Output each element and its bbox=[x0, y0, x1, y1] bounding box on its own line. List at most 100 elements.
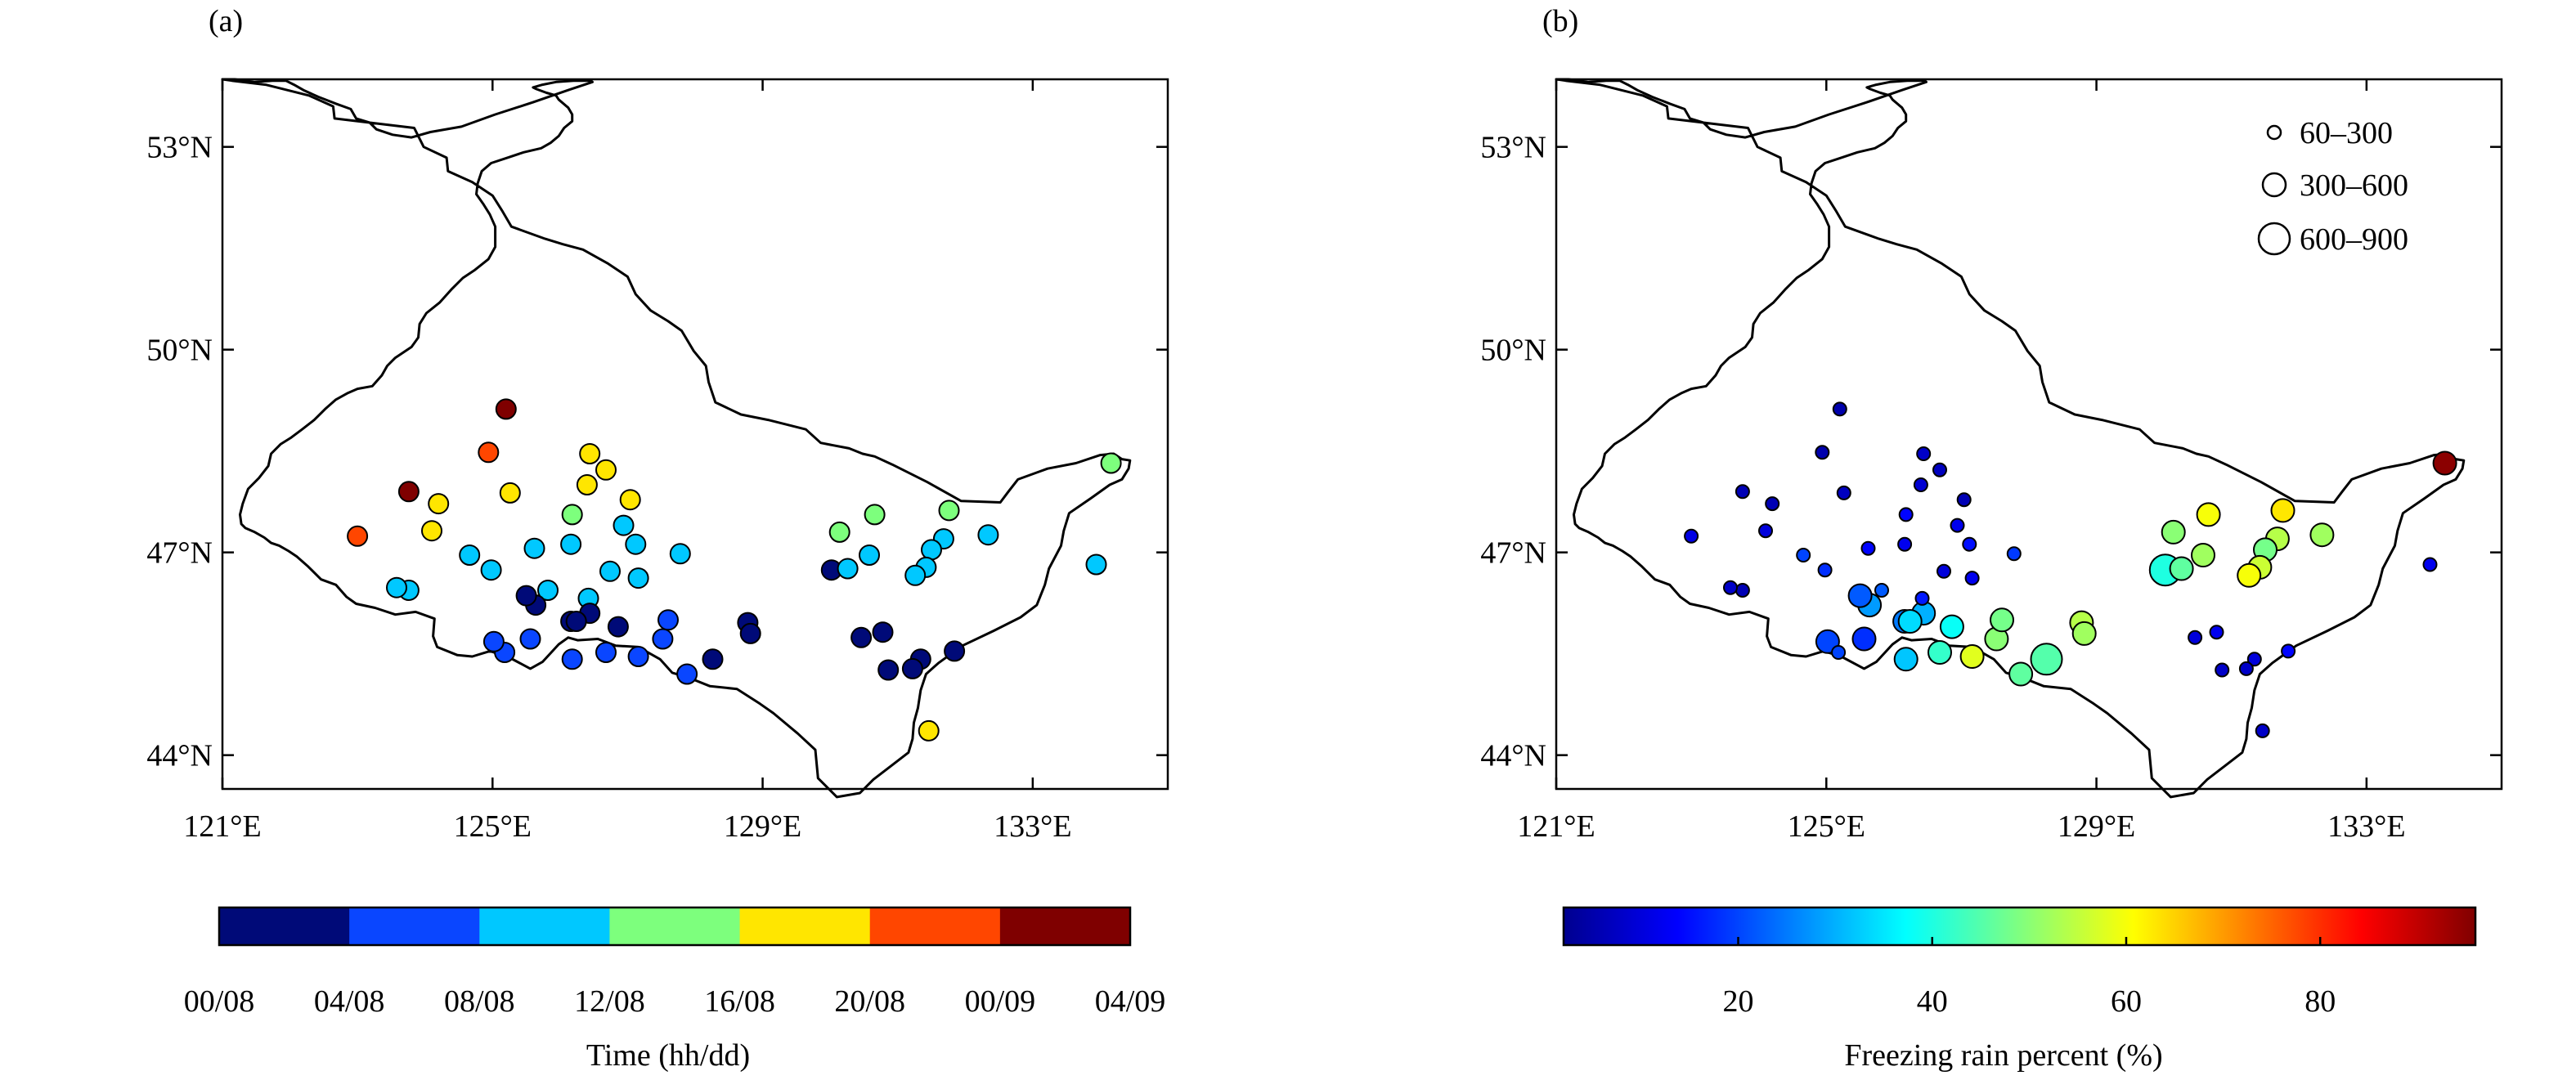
colorbar-a-tick-label: 12/08 bbox=[574, 984, 645, 1019]
station-marker bbox=[515, 585, 537, 607]
station-marker bbox=[1936, 563, 1951, 579]
panel-a-colorbar: 00/08 04/08 08/08 12/08 16/08 20/08 00/09 04/09 bbox=[184, 906, 1165, 1019]
colorbar-b-tick-label: 60 bbox=[2111, 984, 2142, 1019]
station-marker bbox=[864, 504, 886, 526]
station-marker bbox=[850, 626, 873, 648]
station-marker bbox=[2246, 652, 2262, 667]
colorbar-b-frame bbox=[1562, 906, 2477, 947]
size-legend-circle bbox=[2257, 222, 2291, 256]
panel-b-colorbar-title: Freezing rain percent (%) bbox=[1844, 1038, 2162, 1073]
station-marker bbox=[938, 500, 960, 522]
station-marker bbox=[1100, 452, 1122, 474]
region-border-line bbox=[221, 78, 1132, 799]
station-marker bbox=[1847, 583, 1873, 608]
station-marker bbox=[1962, 536, 1977, 552]
lon-tick-label: 129°E bbox=[724, 809, 801, 844]
size-legend-label: 300–600 bbox=[2300, 168, 2408, 203]
station-marker bbox=[2196, 502, 2221, 527]
panel-b-colorbar: 20 40 60 80 bbox=[1562, 906, 2477, 1019]
panel-a-axis-ticks: 121°E 125°E 129°E 133°E 44°N 47°N 50°N 53°N bbox=[146, 79, 1168, 844]
lon-tick-label: 125°E bbox=[454, 809, 532, 844]
colorbar-a-swatch bbox=[349, 907, 480, 945]
station-marker bbox=[877, 659, 900, 681]
station-marker bbox=[2237, 562, 2262, 588]
station-marker bbox=[1959, 644, 1985, 669]
station-marker bbox=[652, 628, 674, 650]
station-marker bbox=[2188, 630, 2203, 645]
station-marker bbox=[579, 443, 601, 464]
panel-a-frame bbox=[221, 78, 1169, 791]
station-marker bbox=[669, 543, 691, 565]
colorbar-a-swatch bbox=[869, 907, 1001, 945]
station-marker bbox=[347, 525, 369, 547]
station-marker bbox=[1939, 614, 1964, 639]
colorbar-a-tick-label: 08/08 bbox=[444, 984, 515, 1019]
lon-tick-label: 133°E bbox=[2327, 809, 2405, 844]
station-marker bbox=[837, 558, 859, 580]
station-marker bbox=[2432, 450, 2457, 476]
station-marker bbox=[595, 642, 617, 663]
station-marker bbox=[676, 663, 698, 685]
station-marker bbox=[702, 648, 724, 670]
station-marker bbox=[2281, 643, 2296, 659]
station-marker bbox=[1735, 484, 1750, 500]
station-marker bbox=[428, 493, 450, 515]
size-legend-label: 60–300 bbox=[2300, 116, 2393, 150]
lat-tick-label: 44°N bbox=[146, 739, 213, 773]
size-legend-circle bbox=[2266, 124, 2282, 141]
station-marker bbox=[2215, 662, 2230, 678]
station-marker bbox=[561, 648, 583, 670]
station-marker bbox=[1898, 507, 1914, 522]
lat-tick-label: 47°N bbox=[1480, 536, 1546, 571]
station-marker bbox=[1684, 528, 1699, 544]
station-marker bbox=[1897, 536, 1913, 552]
station-marker bbox=[2270, 498, 2296, 523]
station-marker bbox=[901, 657, 923, 679]
station-marker bbox=[386, 576, 407, 598]
panel-b-axis-ticks: 121°E 125°E 129°E 133°E 44°N 47°N 50°N 53°N bbox=[1480, 79, 2502, 844]
station-marker bbox=[1950, 518, 1965, 533]
panel-a-region-border bbox=[221, 78, 1132, 799]
station-marker bbox=[599, 560, 621, 582]
station-marker bbox=[2071, 621, 2097, 646]
colorbar-a-swatch bbox=[219, 907, 350, 945]
station-marker bbox=[482, 630, 505, 652]
station-marker bbox=[537, 580, 559, 601]
station-marker bbox=[1956, 492, 1972, 508]
colorbar-b-tick-label: 20 bbox=[1723, 984, 1754, 1019]
colorbar-a-frame bbox=[218, 906, 1132, 947]
panel-b-region-border bbox=[1555, 78, 2466, 799]
panel-a-label: (a) bbox=[209, 4, 243, 38]
station-marker bbox=[421, 520, 442, 542]
station-marker bbox=[1913, 477, 1928, 492]
colorbar-b-tick-label: 80 bbox=[2304, 984, 2336, 1019]
station-marker bbox=[918, 719, 940, 742]
size-legend-label: 600–900 bbox=[2300, 222, 2408, 257]
colorbar-a-tick-label: 20/08 bbox=[834, 984, 905, 1019]
colorbar-a-tick-label: 16/08 bbox=[704, 984, 775, 1019]
station-marker bbox=[1765, 496, 1780, 512]
station-marker bbox=[523, 537, 545, 559]
station-marker bbox=[627, 646, 649, 667]
panel-b-frame bbox=[1555, 78, 2503, 791]
panel-b-stations bbox=[1684, 401, 2457, 738]
station-marker bbox=[1836, 485, 1851, 500]
station-marker bbox=[560, 533, 582, 555]
station-marker bbox=[499, 482, 521, 504]
station-marker bbox=[739, 622, 761, 644]
panel-a-time-map: (a) 121°E 125°E 129°E 133°E 44°N 47°N 50°N 53°N… bbox=[146, 4, 1169, 1073]
panel-a-stations bbox=[347, 398, 1122, 742]
colorbar-a-tick-label: 04/08 bbox=[314, 984, 385, 1019]
station-marker bbox=[565, 611, 587, 632]
colorbar-b-gradient bbox=[1564, 907, 2475, 945]
panel-b-label: (b) bbox=[1542, 4, 1578, 38]
station-marker bbox=[627, 567, 649, 589]
station-marker bbox=[1085, 553, 1107, 576]
station-marker bbox=[1990, 607, 2014, 633]
station-marker bbox=[828, 521, 850, 543]
colorbar-b-tick-label: 40 bbox=[1917, 984, 1948, 1019]
station-marker bbox=[1897, 609, 1923, 634]
station-marker bbox=[519, 628, 541, 650]
station-marker bbox=[2422, 557, 2438, 572]
